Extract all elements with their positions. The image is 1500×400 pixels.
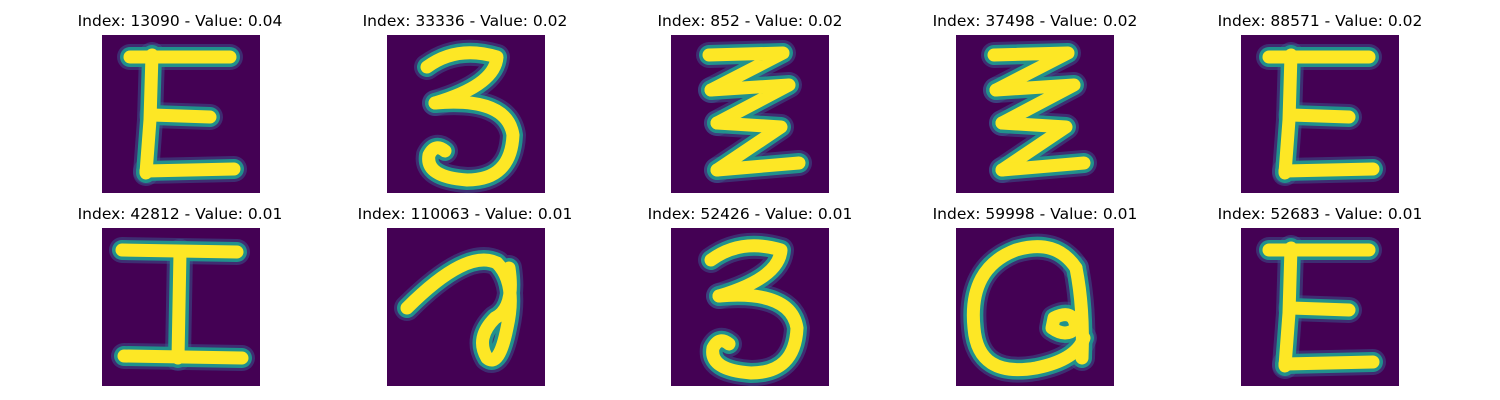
glyph-stroke [989, 78, 1081, 130]
glyph-stroke [702, 46, 790, 97]
glyph-strokes [1256, 42, 1386, 186]
panel-title: Index: 42812 - Value: 0.01 [77, 205, 283, 223]
glyph-stroke [995, 156, 1091, 177]
glyph-strokes [698, 232, 810, 386]
panel-title: Index: 59998 - Value: 0.01 [932, 205, 1138, 223]
glyph-stroke [420, 46, 504, 110]
glyph-image [102, 228, 260, 386]
glyph-stroke [1284, 108, 1356, 124]
glyph-stroke [710, 156, 806, 177]
glyph-stroke [422, 95, 520, 187]
panel-title: Index: 110063 - Value: 0.01 [357, 205, 573, 223]
glyph-stroke [1284, 301, 1356, 317]
glyph-stroke [704, 78, 796, 130]
glyph-stroke [145, 108, 217, 124]
glyph-image [671, 228, 829, 386]
glyph-strokes [109, 237, 255, 371]
glyph-stroke [704, 239, 788, 303]
panel-title: Index: 33336 - Value: 0.02 [362, 12, 568, 30]
glyph-strokes [1256, 235, 1386, 379]
glyph-strokes [394, 247, 524, 373]
glyph-stroke [1045, 308, 1083, 340]
glyph-stroke [1278, 355, 1380, 371]
glyph-stroke [987, 46, 1075, 97]
glyph-stroke [1278, 162, 1380, 178]
glyph-stroke [995, 116, 1073, 177]
glyph-stroke [171, 245, 187, 365]
glyph-image [102, 35, 260, 193]
glyph-strokes [117, 42, 247, 186]
glyph-stroke [400, 253, 517, 367]
glyph-image [671, 35, 829, 193]
glyph-image [956, 35, 1114, 193]
glyph-strokes [960, 233, 1097, 383]
panel-title: Index: 52426 - Value: 0.01 [647, 205, 853, 223]
panel-title: Index: 88571 - Value: 0.02 [1217, 12, 1423, 30]
glyph-strokes [981, 40, 1097, 183]
glyph-image [956, 228, 1114, 386]
glyph-stroke [710, 116, 788, 177]
glyph-strokes [414, 39, 526, 193]
glyph-stroke [1069, 261, 1089, 365]
glyph-image [387, 35, 545, 193]
glyph-image [387, 228, 545, 386]
glyph-strokes [696, 40, 812, 183]
glyph-stroke [139, 162, 241, 178]
panel-title: Index: 852 - Value: 0.02 [657, 12, 843, 30]
panel-title: Index: 37498 - Value: 0.02 [932, 12, 1138, 30]
panel-title: Index: 52683 - Value: 0.01 [1217, 205, 1423, 223]
glyph-stroke [117, 349, 249, 365]
glyph-stroke [966, 240, 1091, 377]
panel-title: Index: 13090 - Value: 0.04 [77, 12, 283, 30]
glyph-image [1241, 228, 1399, 386]
glyph-stroke [706, 288, 804, 380]
glyph-image [1241, 35, 1399, 193]
